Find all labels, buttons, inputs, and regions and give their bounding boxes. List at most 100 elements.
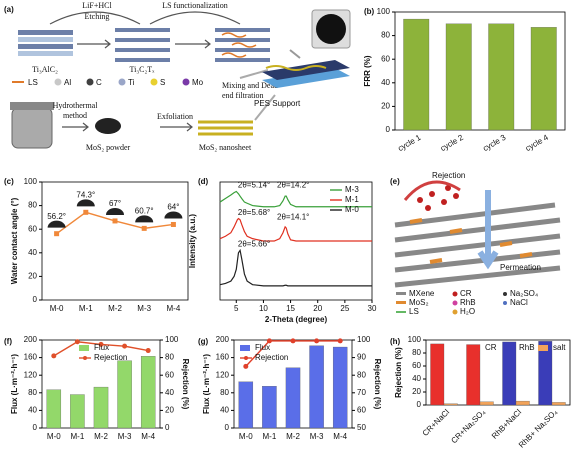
bar — [488, 23, 515, 131]
y-tick-label: 60 — [28, 224, 37, 233]
bar — [332, 346, 348, 429]
decoration — [11, 107, 53, 149]
legend-label: S — [160, 78, 165, 87]
decoration — [95, 118, 121, 134]
y-tick-label: 100 — [24, 177, 38, 186]
panel-label: (b) — [364, 7, 375, 16]
y2-tick-label: 60 — [357, 406, 366, 415]
bar — [466, 344, 481, 406]
decoration — [262, 68, 350, 88]
marker — [243, 363, 249, 369]
step-label: Exfoliation — [157, 112, 193, 121]
y-tick-label: 40 — [220, 406, 229, 415]
y-tick-label: 20 — [412, 387, 421, 396]
y-axis-label: Flux (L·m⁻²·h⁻¹) — [10, 354, 19, 414]
material-label: MoS₂ nanosheet — [199, 143, 252, 152]
droplet-image — [135, 215, 154, 223]
decoration — [394, 202, 561, 288]
legend-label: Na₂SO₄ — [510, 289, 538, 298]
panel-label: (g) — [198, 337, 209, 346]
rejection-label: Rejection — [432, 171, 465, 180]
legend-label: MoS₂ — [409, 298, 429, 307]
legend-label: M-3 — [345, 185, 359, 194]
legend-label: M-0 — [345, 205, 359, 214]
marker — [337, 338, 343, 344]
y2-tick-label: 90 — [357, 353, 366, 362]
decoration — [452, 300, 458, 306]
decoration — [425, 205, 431, 211]
panel-label: (c) — [4, 177, 14, 186]
bar — [309, 345, 324, 429]
y-axis-label: Intensity (a.u.) — [188, 214, 197, 269]
droplet-image — [76, 199, 95, 207]
decoration — [198, 120, 253, 136]
y-tick-label: 20 — [381, 102, 390, 111]
x-tick-label: M-3 — [118, 432, 132, 441]
decoration — [452, 309, 458, 315]
bar — [445, 23, 472, 131]
decoration — [445, 185, 451, 191]
decoration — [396, 301, 406, 304]
y-axis-label: Flux (L·m⁻²·h⁻¹) — [202, 354, 211, 414]
panel-label: (a) — [4, 5, 14, 14]
y-tick-label: 80 — [220, 388, 229, 397]
decoration — [115, 48, 170, 52]
y-tick-label: 200 — [24, 335, 38, 344]
decoration — [10, 102, 54, 110]
y-tick-label: 60 — [381, 54, 390, 63]
legend-label: salt — [553, 343, 566, 352]
bar — [117, 360, 132, 429]
legend-label: Mo — [192, 78, 204, 87]
marker — [314, 338, 320, 344]
plot-frame — [41, 181, 189, 301]
legend-label: CR — [460, 289, 472, 298]
bar — [93, 386, 109, 429]
y-tick-label: 100 — [408, 335, 422, 344]
material-label: Ti₃C₂Tₓ — [130, 65, 156, 74]
panel-label: (h) — [390, 337, 401, 346]
decoration — [429, 191, 435, 197]
decoration — [441, 199, 447, 205]
decoration — [453, 193, 459, 199]
bar — [262, 386, 277, 429]
x-tick-label: M-1 — [79, 304, 93, 313]
bar — [443, 403, 458, 406]
step-label: end filtration — [222, 91, 264, 100]
droplet-image — [164, 211, 183, 219]
x-axis-label: 2-Theta (degree) — [265, 315, 328, 324]
decoration — [86, 78, 94, 86]
decoration — [18, 37, 73, 42]
y-tick-label: 80 — [28, 201, 37, 210]
y-tick-label: 0 — [417, 400, 422, 409]
y-axis-label: FRR (%) — [363, 55, 372, 86]
y2-tick-label: 0 — [165, 423, 170, 432]
annotation: 2θ=5.14° — [238, 181, 270, 190]
x-tick-label: M-0 — [50, 304, 64, 313]
x-tick-label: M-4 — [333, 432, 347, 441]
decoration — [215, 38, 270, 42]
legend-label: Rejection — [94, 353, 127, 362]
x-tick-label: M-0 — [239, 432, 253, 441]
step-label: method — [63, 111, 87, 120]
x-tick-label: M-4 — [141, 432, 155, 441]
decoration — [503, 301, 507, 305]
y-tick-label: 40 — [28, 248, 37, 257]
x-tick-label: M-0 — [47, 432, 61, 441]
marker — [170, 221, 176, 227]
y-tick-label: 40 — [381, 78, 390, 87]
decoration — [18, 51, 73, 56]
line — [219, 190, 372, 208]
y-tick-label: 200 — [216, 335, 230, 344]
y-tick-label: 160 — [216, 353, 230, 362]
legend-label: LS — [409, 307, 419, 316]
decoration — [115, 58, 170, 62]
bar — [285, 367, 301, 429]
annotation: 2θ=14.2° — [277, 181, 309, 190]
legend-label: Ti — [128, 78, 135, 87]
bar — [479, 401, 494, 406]
panel-label: (d) — [198, 177, 209, 186]
line — [219, 248, 372, 287]
marker — [51, 353, 57, 359]
y-tick-label: 80 — [412, 348, 421, 357]
droplet-image — [106, 207, 124, 215]
